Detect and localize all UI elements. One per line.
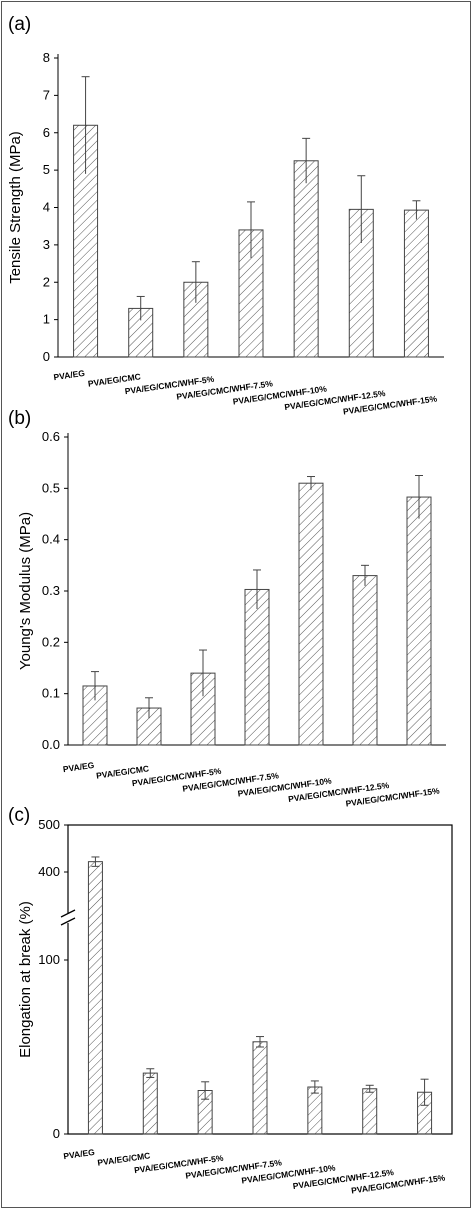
- panel-a-ytick-label: 3: [43, 237, 50, 252]
- panel-c-label: (c): [8, 805, 30, 826]
- panel-b-bar-2: [136, 707, 162, 746]
- panel-c-break-mark-1: [60, 909, 76, 918]
- panel-c-bar-6: [362, 1088, 378, 1135]
- panel-b-ytick-label: 0.3: [42, 583, 60, 598]
- panel-b-bar-4: [244, 588, 270, 746]
- panel-a-y-axis-title: Tensile Strength (MPa): [7, 131, 24, 284]
- panel-a-ytick-label: 1: [43, 312, 50, 327]
- panel-b-ytick-label: 0.5: [42, 480, 60, 495]
- panel-b-ytick-label: 0.1: [42, 686, 60, 701]
- panel-c-bar-2: [142, 1072, 158, 1135]
- panel-a-tensile-strength-chart: (a) 0 1 2 3 4 5 6 7 8 Tensile Strength (MPa) PVA/EG…: [7, 14, 444, 417]
- panel-a-ytick-label: 4: [43, 200, 50, 215]
- panel-b-y-axis-title: Young's Modulus (MPa): [17, 512, 34, 670]
- panel-b-bar-6: [352, 575, 378, 746]
- panel-c-y-axis-title: Elongation at break (%): [17, 901, 34, 1058]
- panel-a-ytick-label: 2: [43, 274, 50, 289]
- panel-b-ytick-label: 0.2: [42, 634, 60, 649]
- panel-a-bar-7: [403, 209, 429, 358]
- panel-c-ytick-label: 400: [38, 864, 60, 879]
- panel-c-bar-1: [87, 861, 103, 1135]
- panel-a-label: (a): [8, 14, 31, 35]
- panel-a-category-label-1: PVA/EG: [53, 368, 86, 382]
- panel-b-label: (b): [8, 408, 31, 429]
- panel-c-ytick-label: 100: [38, 952, 60, 967]
- panel-c-category-label-1: PVA/EG: [63, 1147, 96, 1161]
- panel-a-bar-5: [293, 160, 319, 358]
- panel-c-elongation-chart: (c) 0 100 400 500 Elongation at break (%) PVA/…: [8, 805, 453, 1196]
- panel-c-bar-5: [307, 1086, 323, 1135]
- panel-c-bar-4: [252, 1041, 268, 1135]
- panel-b-category-label-1: PVA/EG: [62, 760, 95, 774]
- panel-b-ytick-label: 0.0: [42, 737, 60, 752]
- panel-a-ytick-label: 7: [43, 87, 50, 102]
- panel-b-bar-5: [298, 482, 324, 746]
- panel-a-ytick-label: 6: [43, 125, 50, 140]
- panel-b-youngs-modulus-chart: (b) 0.0 0.1 0.2 0.3 0.4 0.5 0.6 Young's Modulus …: [8, 408, 446, 809]
- panel-c-break-mark-2: [60, 917, 76, 926]
- panel-b-ytick-label: 0.4: [42, 532, 60, 547]
- panel-b-bar-7: [406, 496, 432, 746]
- panel-b-ytick-label: 0.6: [42, 429, 60, 444]
- panel-c-ytick-label: 0: [53, 1126, 60, 1141]
- panel-a-ytick-label: 0: [43, 349, 50, 364]
- panel-c-ytick-label: 500: [38, 817, 60, 832]
- panel-a-ytick-label: 5: [43, 162, 50, 177]
- panel-c-break-gap: [62, 913, 74, 923]
- panel-a-bar-4: [238, 229, 264, 358]
- panel-a-ytick-label: 8: [43, 50, 50, 65]
- panel-a-bar-2: [128, 307, 154, 358]
